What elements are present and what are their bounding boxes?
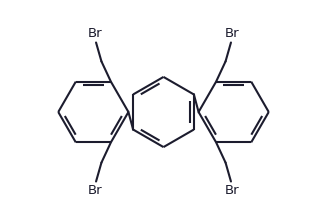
Text: Br: Br: [225, 27, 240, 40]
Text: Br: Br: [225, 184, 240, 197]
Text: Br: Br: [87, 184, 102, 197]
Text: Br: Br: [87, 27, 102, 40]
